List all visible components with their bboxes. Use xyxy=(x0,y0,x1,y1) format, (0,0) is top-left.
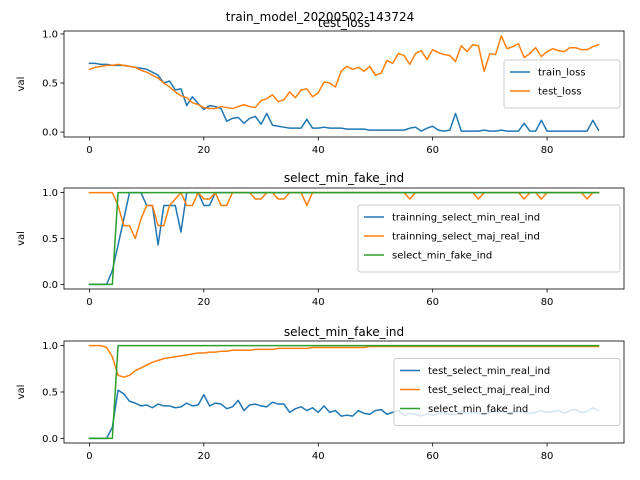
subplot-title: select_min_fake_ind xyxy=(284,171,404,185)
x-tick-label: 0 xyxy=(86,297,92,308)
legend-entry: select_min_fake_ind xyxy=(392,251,492,262)
series-line-select-min-fake-ind xyxy=(88,191,600,286)
subplot-2: select_min_fake_ind 0 20 40 60 80 0.0 0.5 1.0 val… xyxy=(16,171,625,308)
y-axis-label: val xyxy=(16,385,27,400)
x-tick-label: 80 xyxy=(541,451,554,462)
y-tick-label: 0.5 xyxy=(42,388,58,399)
figure-suptitle: train_model_20200502-143724 xyxy=(226,10,415,24)
series-line-train-loss xyxy=(88,62,600,132)
legend-entry: trainning_select_min_real_ind xyxy=(392,213,540,224)
legend-entry: train_loss xyxy=(538,68,586,79)
y-tick-label: 0.0 xyxy=(42,128,58,139)
y-tick-label: 0.0 xyxy=(42,280,58,291)
legend-entry: trainning_select_maj_real_ind xyxy=(392,232,540,243)
legend-entry: test_select_min_real_ind xyxy=(428,366,550,377)
y-tick-label: 1.0 xyxy=(42,29,58,40)
x-tick-label: 40 xyxy=(312,297,325,308)
series-line-select-min-fake-ind xyxy=(88,344,600,440)
y-tick-label: 0.0 xyxy=(42,434,58,445)
subplot-title: select_min_fake_ind xyxy=(284,325,404,339)
series-line-test-loss xyxy=(88,35,600,110)
legend: trainning_select_min_real_ind trainning_s… xyxy=(357,204,621,273)
y-tick-label: 0.5 xyxy=(42,79,58,90)
x-tick-label: 20 xyxy=(197,297,210,308)
x-tick-label: 0 xyxy=(86,451,92,462)
x-tick-label: 0 xyxy=(86,145,92,156)
y-tick-label: 1.0 xyxy=(42,188,58,199)
x-tick-label: 80 xyxy=(541,297,554,308)
subplot-3: select_min_fake_ind 0 20 40 60 80 0.0 0.5 1.0 val… xyxy=(16,325,625,462)
subplot-title: test_loss xyxy=(318,16,370,30)
series-line-test-select-maj-real-ind xyxy=(88,344,600,378)
legend: train_loss test_loss xyxy=(503,59,621,109)
legend-box xyxy=(357,204,621,273)
legend-entry: test_loss xyxy=(538,87,582,98)
x-tick-label: 80 xyxy=(541,145,554,156)
legend-box xyxy=(503,59,621,109)
legend-box xyxy=(393,358,621,426)
y-axis-label: val xyxy=(16,77,27,92)
subplot-1: test_loss 0 20 40 60 80 0.0 0.5 1.0 val train_loss… xyxy=(16,16,625,156)
legend: test_select_min_real_ind test_select_maj_… xyxy=(393,358,621,426)
y-axis-label: val xyxy=(16,231,27,246)
x-tick-label: 20 xyxy=(197,451,210,462)
legend-entry: select_min_fake_ind xyxy=(428,404,528,415)
x-tick-label: 60 xyxy=(426,451,439,462)
y-tick-label: 0.5 xyxy=(42,234,58,245)
legend-entry: test_select_maj_real_ind xyxy=(428,385,550,396)
x-tick-label: 20 xyxy=(197,145,210,156)
x-tick-label: 40 xyxy=(312,145,325,156)
x-tick-label: 60 xyxy=(426,145,439,156)
x-tick-label: 40 xyxy=(312,451,325,462)
y-tick-label: 1.0 xyxy=(42,341,58,352)
axes-frame xyxy=(63,30,625,138)
x-tick-label: 60 xyxy=(426,297,439,308)
